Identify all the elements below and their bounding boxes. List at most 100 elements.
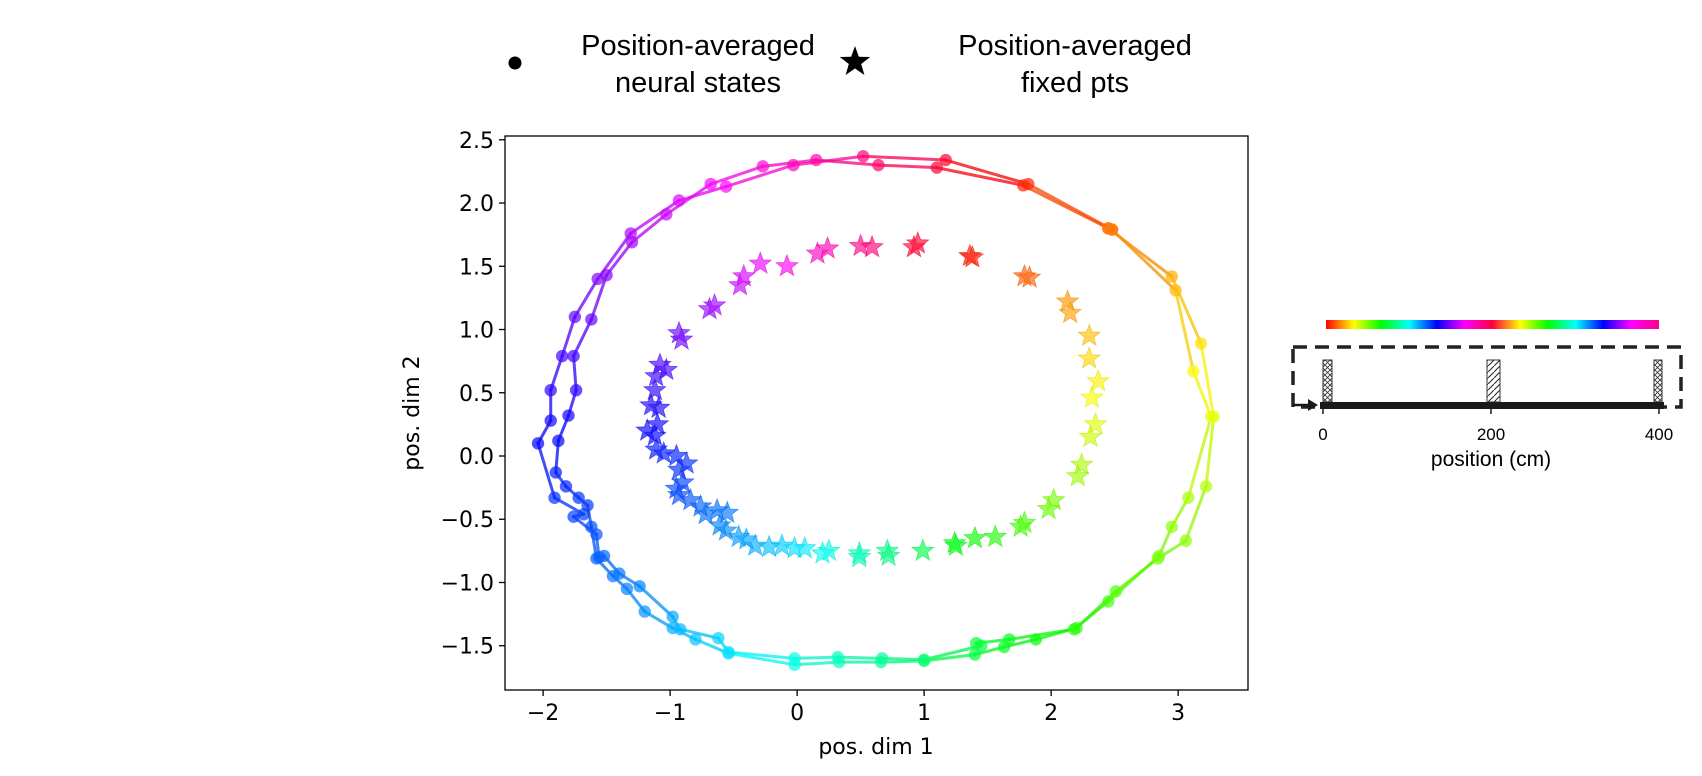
neural-state-dot xyxy=(788,652,801,665)
fixed-point-star xyxy=(639,392,664,416)
fixed-point-star xyxy=(1077,345,1102,369)
neural-state-dot xyxy=(1152,549,1166,563)
y-tick-label: 1.0 xyxy=(459,319,494,344)
fixed-point-star xyxy=(1008,514,1033,538)
x-tick-label: 2 xyxy=(1044,701,1058,726)
neural-state-dot xyxy=(585,313,598,326)
neural-state-dot xyxy=(552,434,565,448)
neural-state-dot xyxy=(1102,595,1115,608)
neural-state-dot xyxy=(613,567,626,580)
neural-state-dot xyxy=(666,610,679,623)
trace-segment xyxy=(836,655,884,660)
trace-segment xyxy=(922,653,977,663)
fixed-point-star xyxy=(905,230,930,254)
fixed-point-star xyxy=(748,251,773,274)
fixed-point-star xyxy=(1079,385,1104,409)
neural-state-dot xyxy=(548,491,561,504)
neural-state-dot xyxy=(1199,480,1213,493)
legend-label-neural-states-line2: neural states xyxy=(615,67,781,99)
fixed-point-star xyxy=(1078,424,1103,448)
neural-state-dot xyxy=(1003,633,1016,646)
trace-segment xyxy=(1026,182,1114,232)
trace-segment xyxy=(791,154,865,167)
fixed-point-star xyxy=(847,544,872,568)
trace-segment xyxy=(605,240,634,277)
trace-segment xyxy=(876,163,939,170)
fixed-point-star xyxy=(810,540,835,564)
neural-state-dot xyxy=(1187,365,1200,378)
x-tick-label: 1 xyxy=(917,701,931,726)
neural-state-dot xyxy=(831,650,844,664)
legend-label-fixed-pts-line2: fixed pts xyxy=(1021,67,1129,99)
legend-dot-marker xyxy=(508,56,522,70)
neural-state-dot xyxy=(722,645,735,659)
fixed-point-star xyxy=(876,543,901,567)
trace-segment xyxy=(793,655,840,660)
fixed-point-star xyxy=(1065,463,1090,487)
fixed-point-star xyxy=(1058,300,1083,324)
inset-tick-label-200: 200 xyxy=(1477,425,1505,444)
neural-state-dot xyxy=(872,158,885,172)
fixed-point-star xyxy=(815,235,840,259)
y-tick-label: −1.0 xyxy=(441,571,494,596)
trace-segment xyxy=(1204,415,1216,488)
y-tick-label: −0.5 xyxy=(441,508,494,533)
trace-segment xyxy=(861,154,948,162)
y-tick-label: 1.5 xyxy=(459,255,494,280)
neural-state-dot xyxy=(787,158,800,172)
neural-state-dot xyxy=(756,160,770,173)
neural-state-dot xyxy=(1169,284,1182,297)
neural-state-dot xyxy=(1194,337,1208,350)
inset-tick-label-400: 400 xyxy=(1645,425,1673,444)
neural-state-dot xyxy=(712,631,725,645)
neural-state-dot xyxy=(1165,520,1178,534)
neural-state-dot xyxy=(591,272,604,286)
fixed-point-star xyxy=(705,497,730,521)
neural-state-dot xyxy=(939,153,952,167)
trace-segment xyxy=(1110,228,1178,292)
x-tick-label: 3 xyxy=(1171,701,1185,726)
x-tick-label: 0 xyxy=(790,701,804,726)
trace-segment xyxy=(1007,627,1076,641)
neural-state-dot xyxy=(660,208,673,221)
neural-state-dot xyxy=(856,150,870,163)
neural-state-dot xyxy=(876,652,889,665)
fixed-point-star xyxy=(647,352,672,376)
fixed-point-star xyxy=(1069,452,1094,476)
y-tick-label: 2.0 xyxy=(459,192,494,217)
fixed-point-star xyxy=(848,233,873,257)
neural-state-dot xyxy=(689,633,702,646)
trace-segment xyxy=(944,158,1030,186)
legend: Position-averaged neural states Position… xyxy=(508,30,1192,99)
neural-state-dot xyxy=(1179,534,1192,547)
fixed-point-star xyxy=(910,538,935,562)
fixed-point-star xyxy=(774,253,799,277)
neural-state-dot xyxy=(917,653,931,666)
neural-state-dot xyxy=(620,582,634,596)
fixed-point-star xyxy=(960,244,985,268)
trace-segment xyxy=(638,584,675,619)
neural-state-dot xyxy=(1182,491,1195,504)
fixed-point-star xyxy=(644,437,669,460)
fixed-point-star xyxy=(962,525,987,549)
neural-state-dot xyxy=(568,310,582,324)
neural-state-dot xyxy=(577,507,590,521)
neural-state-dot xyxy=(592,550,606,564)
neural-state-dot xyxy=(1029,633,1043,646)
neural-state-dot xyxy=(1109,585,1123,598)
trace-segment xyxy=(1186,415,1213,500)
trace-segment xyxy=(793,660,841,667)
track-arrow-head xyxy=(1308,399,1318,411)
neural-state-dot xyxy=(1067,623,1081,636)
fixed-point-star xyxy=(645,411,670,435)
neural-state-dot xyxy=(562,409,575,422)
neural-state-dot xyxy=(569,384,583,397)
neural-state-dot xyxy=(1165,270,1178,283)
trace-segment xyxy=(677,185,728,203)
trace-segment xyxy=(1184,484,1208,543)
fixed-point-star xyxy=(769,533,794,557)
fixed-point-star xyxy=(666,320,692,344)
fixed-point-stars-layer xyxy=(635,230,1111,568)
trace-segment xyxy=(709,164,765,186)
